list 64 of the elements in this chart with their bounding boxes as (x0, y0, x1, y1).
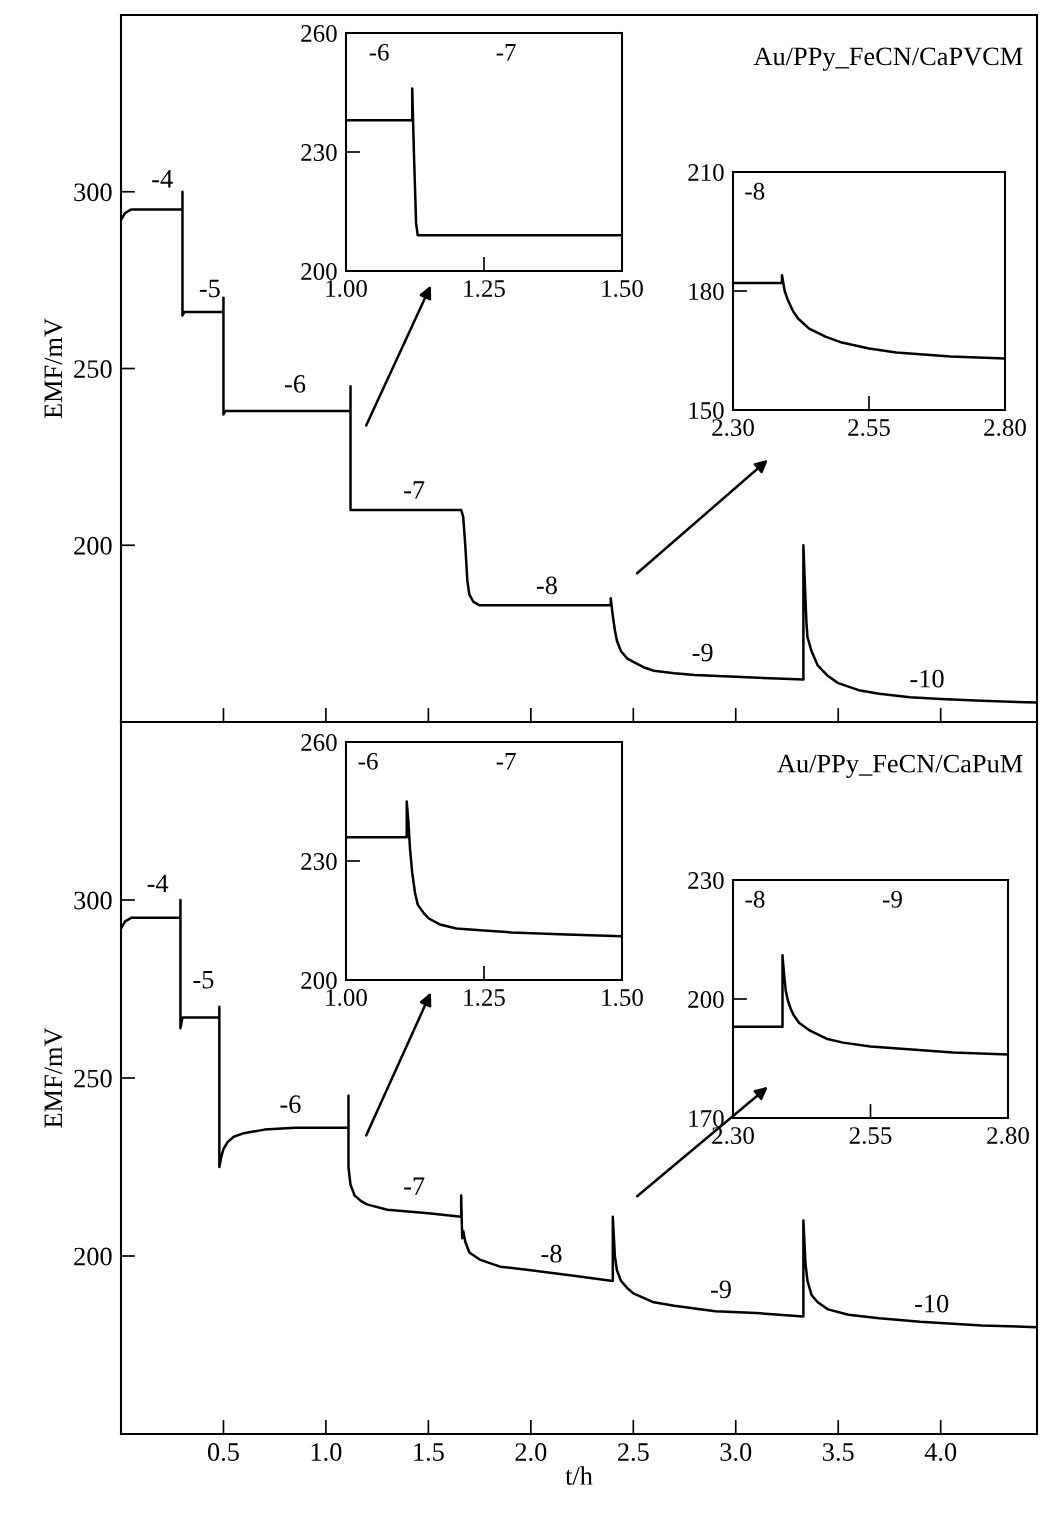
x-tick-label: 2.55 (849, 1127, 892, 1145)
x-tick-label: 1.25 (464, 989, 505, 1007)
annotation: -6 (280, 1095, 301, 1114)
y-tick-label: 260 (301, 734, 337, 751)
x-tick-label: 2.30 (712, 1127, 754, 1145)
x-tick-label: 2.55 (848, 419, 890, 437)
annotation: -8 (536, 576, 557, 595)
x-tick-label: 2.5 (617, 1443, 649, 1462)
y-tick-label: 200 (74, 1247, 112, 1266)
y-axis-title: EMF/mV (44, 318, 63, 419)
x-axis-title: t/h (565, 1466, 593, 1485)
annotation: -6 (358, 752, 378, 770)
annotation: -5 (199, 279, 220, 298)
annotation: -7 (404, 481, 425, 499)
y-tick-label: 300 (74, 891, 112, 910)
y-tick-label: 200 (301, 263, 337, 280)
x-tick-label: 3.5 (822, 1443, 854, 1462)
annotation: -4 (152, 170, 173, 188)
x-tick-label: 1.5 (414, 1443, 444, 1462)
annotation: -7 (496, 753, 516, 770)
y-tick-label: 250 (74, 360, 112, 378)
x-tick-label: 2.80 (984, 419, 1026, 437)
y-tick-label: 230 (301, 144, 337, 161)
x-tick-label: 1.00 (326, 989, 367, 1007)
y-tick-label: 210 (688, 164, 724, 181)
annotation: -6 (369, 43, 389, 61)
annotation: -9 (710, 1280, 731, 1299)
y-tick-label: 170 (689, 1110, 724, 1127)
annotation: Au/PPy_FeCN/CaPuM (777, 754, 1023, 778)
x-tick-label: 2.30 (712, 419, 754, 437)
annotation: -4 (147, 874, 169, 893)
annotation: -7 (404, 1177, 425, 1195)
y-tick-label: 230 (688, 872, 724, 889)
x-tick-label: 1.50 (602, 280, 643, 298)
annotation: -8 (541, 1244, 562, 1263)
x-tick-label: 1.50 (602, 989, 643, 1007)
annotation: -10 (910, 669, 944, 688)
annotation: -8 (745, 890, 765, 908)
x-tick-label: 1.25 (464, 280, 505, 298)
annotation: -8 (745, 182, 765, 200)
annotation: -10 (915, 1294, 949, 1313)
annotation: Au/PPy_FeCN/CaPVCM (753, 47, 1023, 71)
y-tick-label: 200 (74, 536, 112, 555)
y-axis-title: EMF/mV (44, 1027, 63, 1128)
x-tick-label: 0.5 (207, 1443, 239, 1462)
x-tick-label: 2.0 (515, 1443, 547, 1462)
x-tick-label: 1.00 (326, 280, 367, 298)
y-tick-label: 300 (74, 183, 112, 202)
y-tick-label: 230 (301, 853, 337, 870)
y-tick-label: 260 (301, 25, 337, 42)
x-tick-label: 1.0 (311, 1443, 342, 1462)
y-tick-label: 150 (689, 402, 724, 419)
annotation: -5 (193, 970, 214, 989)
annotation: -9 (692, 643, 713, 662)
y-tick-label: 180 (689, 283, 724, 300)
annotation: -9 (883, 890, 902, 908)
annotation: -7 (496, 44, 516, 61)
y-tick-label: 200 (301, 972, 337, 989)
x-tick-label: 3.0 (720, 1443, 752, 1462)
annotation: -6 (285, 375, 306, 393)
y-tick-label: 250 (74, 1069, 112, 1088)
x-tick-label: 2.80 (987, 1127, 1029, 1145)
y-tick-label: 200 (688, 991, 724, 1008)
x-tick-label: 4.0 (924, 1443, 957, 1462)
